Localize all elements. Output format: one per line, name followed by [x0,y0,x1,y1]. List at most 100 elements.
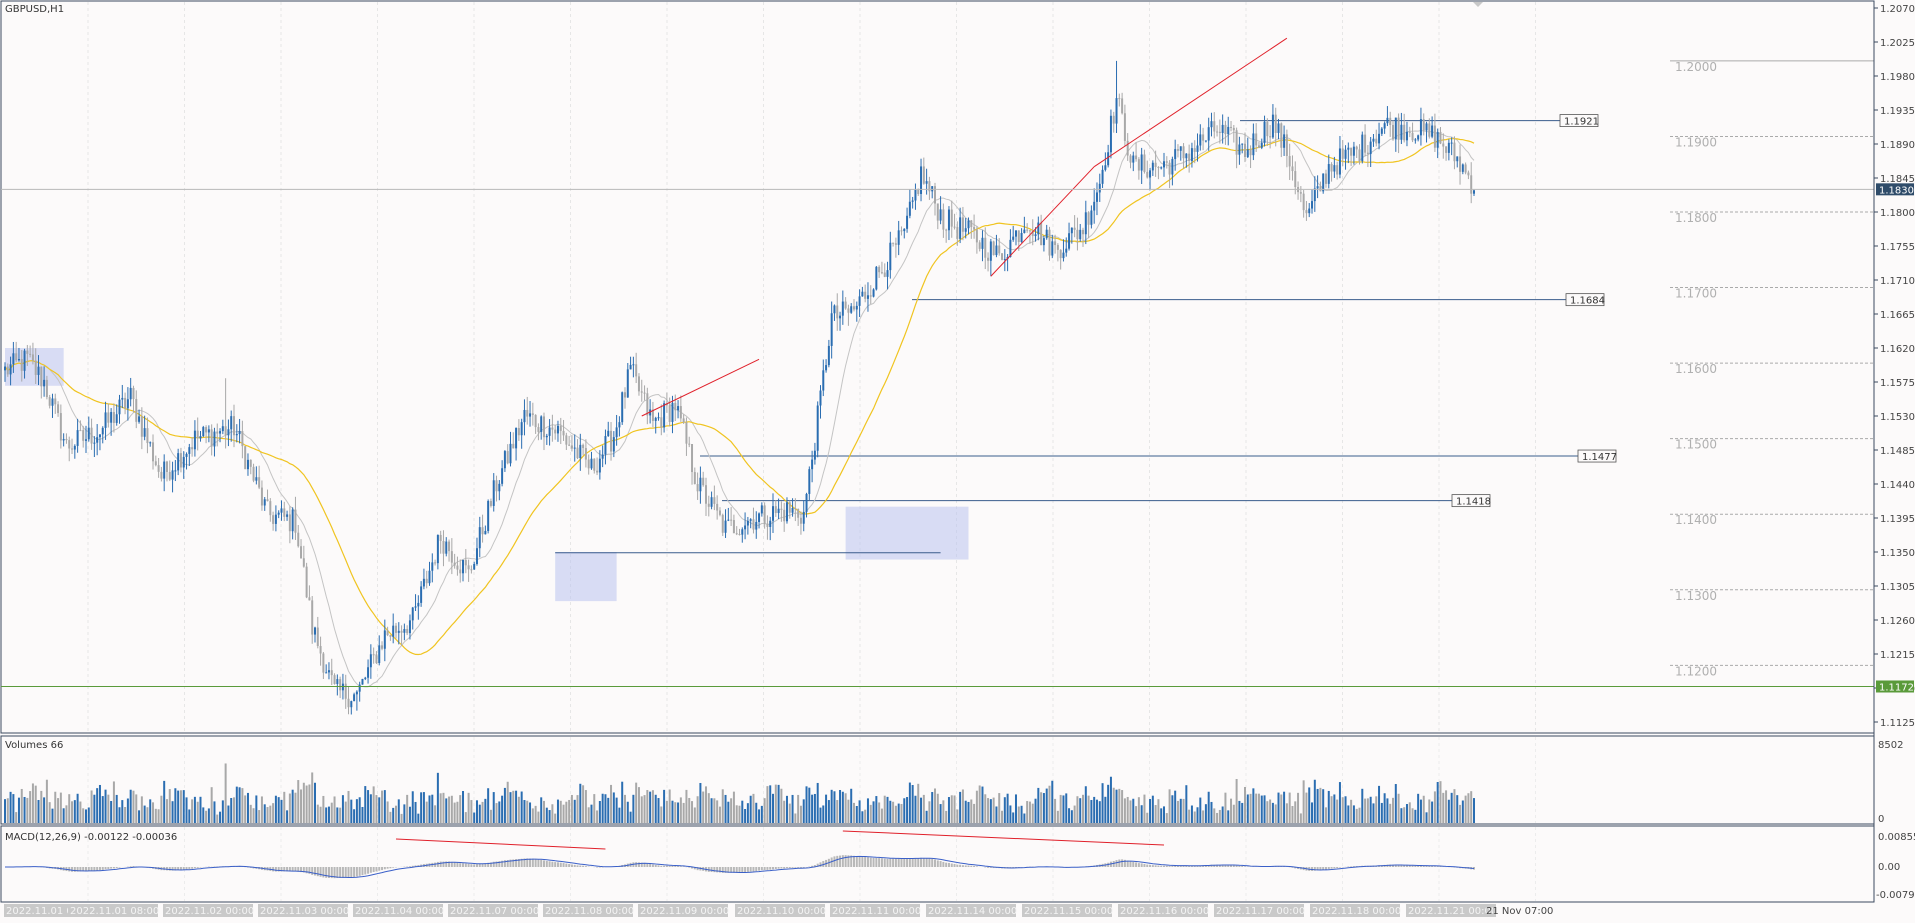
volume-bar [1040,792,1043,823]
price-zone[interactable] [5,348,64,386]
candle-body [1065,248,1068,253]
candle-body [559,425,562,431]
volume-bar [238,787,241,823]
volume-bar [124,807,127,823]
candle-body [788,502,791,513]
candle-body [1459,156,1462,172]
volume-bar [1056,810,1059,823]
candle-body [459,569,462,574]
trendlines[interactable] [641,37,1288,417]
volume-bar [1394,784,1397,823]
volume-bar [526,800,529,823]
candle-body [1109,115,1112,153]
macd-histogram-bar [900,858,903,867]
macd-histogram-bar [1213,864,1216,867]
volume-bar [861,811,864,823]
macd-histogram-bar [822,861,825,867]
volume-bar [724,794,727,823]
volume-bar [825,794,828,823]
volume-bar [375,795,378,823]
price-tick-label: 1.1845 [1880,174,1915,185]
candle-body [260,487,263,506]
round-level-label: 1.1600 [1675,362,1717,376]
chart-shift-marker-icon[interactable] [1473,2,1483,7]
time-axis-label: 2022.11.09 00:00 [640,906,729,917]
time-label-box [926,904,1016,917]
macd-divergence-line[interactable] [395,838,606,850]
volume-bar [850,788,853,823]
macd-histogram-bar [1405,865,1408,867]
volume-bar [1179,798,1182,823]
candle-body [1453,142,1456,162]
macd-divergence-line[interactable] [842,830,1165,846]
macd-histogram-bar [665,865,668,867]
candle-body [1082,229,1085,235]
candle-body [238,431,241,435]
price-tick-label: 1.1260 [1880,616,1915,627]
volume-bar [654,794,657,823]
round-level-label: 1.1500 [1675,438,1717,452]
trendline[interactable] [1093,37,1288,168]
candle-body [171,470,174,480]
candle-body [702,477,705,486]
price-tick-label: 1.1755 [1880,242,1915,253]
candle-body [325,672,328,674]
candle-body [1216,131,1219,133]
candle-body [1347,147,1350,150]
macd-histogram-bar [76,867,79,872]
candle-body [300,546,303,559]
candle-body [1400,124,1403,140]
volume-bar [540,797,543,823]
candle-body [1285,134,1288,157]
macd-histogram-bar [408,866,411,867]
volume-bar [1447,799,1450,823]
candle-body [590,458,593,469]
volume-bar [481,801,484,823]
macd-histogram-bar [691,867,694,869]
volume-bar [1467,793,1470,823]
volume-bar [872,801,875,823]
volume-bar [383,790,386,823]
price-zone[interactable] [845,506,969,560]
volume-bar [506,781,509,823]
volume-bar [1118,788,1121,823]
volume-bar [87,807,90,823]
macd-histogram-bar [1112,861,1115,867]
volume-bar [230,798,233,823]
candle-body [1394,117,1397,140]
volume-bar [1269,799,1272,823]
macd-histogram-bar [1157,865,1160,867]
candle-body [126,399,129,409]
trendline[interactable] [990,166,1095,277]
candlestick-series [4,60,1475,715]
macd-histogram-bar [964,865,967,867]
candle-body [515,427,518,449]
macd-histogram-bar [344,867,347,878]
macd-histogram-bar [188,867,191,870]
macd-histogram-bar [1196,865,1199,867]
volume-bar [718,806,721,823]
macd-histogram-bar [341,867,344,878]
trendline[interactable] [641,358,760,417]
macd-histogram-bar [174,867,177,871]
macd-histogram-bar [1123,859,1126,867]
candle-body [246,459,249,470]
candle-body [43,379,46,387]
candle-body [1355,146,1358,150]
volume-bar [1230,798,1233,823]
macd-histogram-bar [537,859,540,867]
candle-body [62,438,65,441]
macd-histogram-bar [115,867,118,869]
time-label-box [258,904,348,917]
volume-bar [744,809,747,823]
volume-bar [691,801,694,823]
price-zone[interactable] [555,552,617,602]
candle-body [936,203,939,221]
candle-body [875,266,878,290]
volume-bar [484,798,487,823]
candle-body [721,514,724,533]
volume-bar [813,793,816,823]
candle-body [436,534,439,564]
macd-panel-title: MACD(12,26,9) -0.00122 -0.00036 [5,832,177,843]
